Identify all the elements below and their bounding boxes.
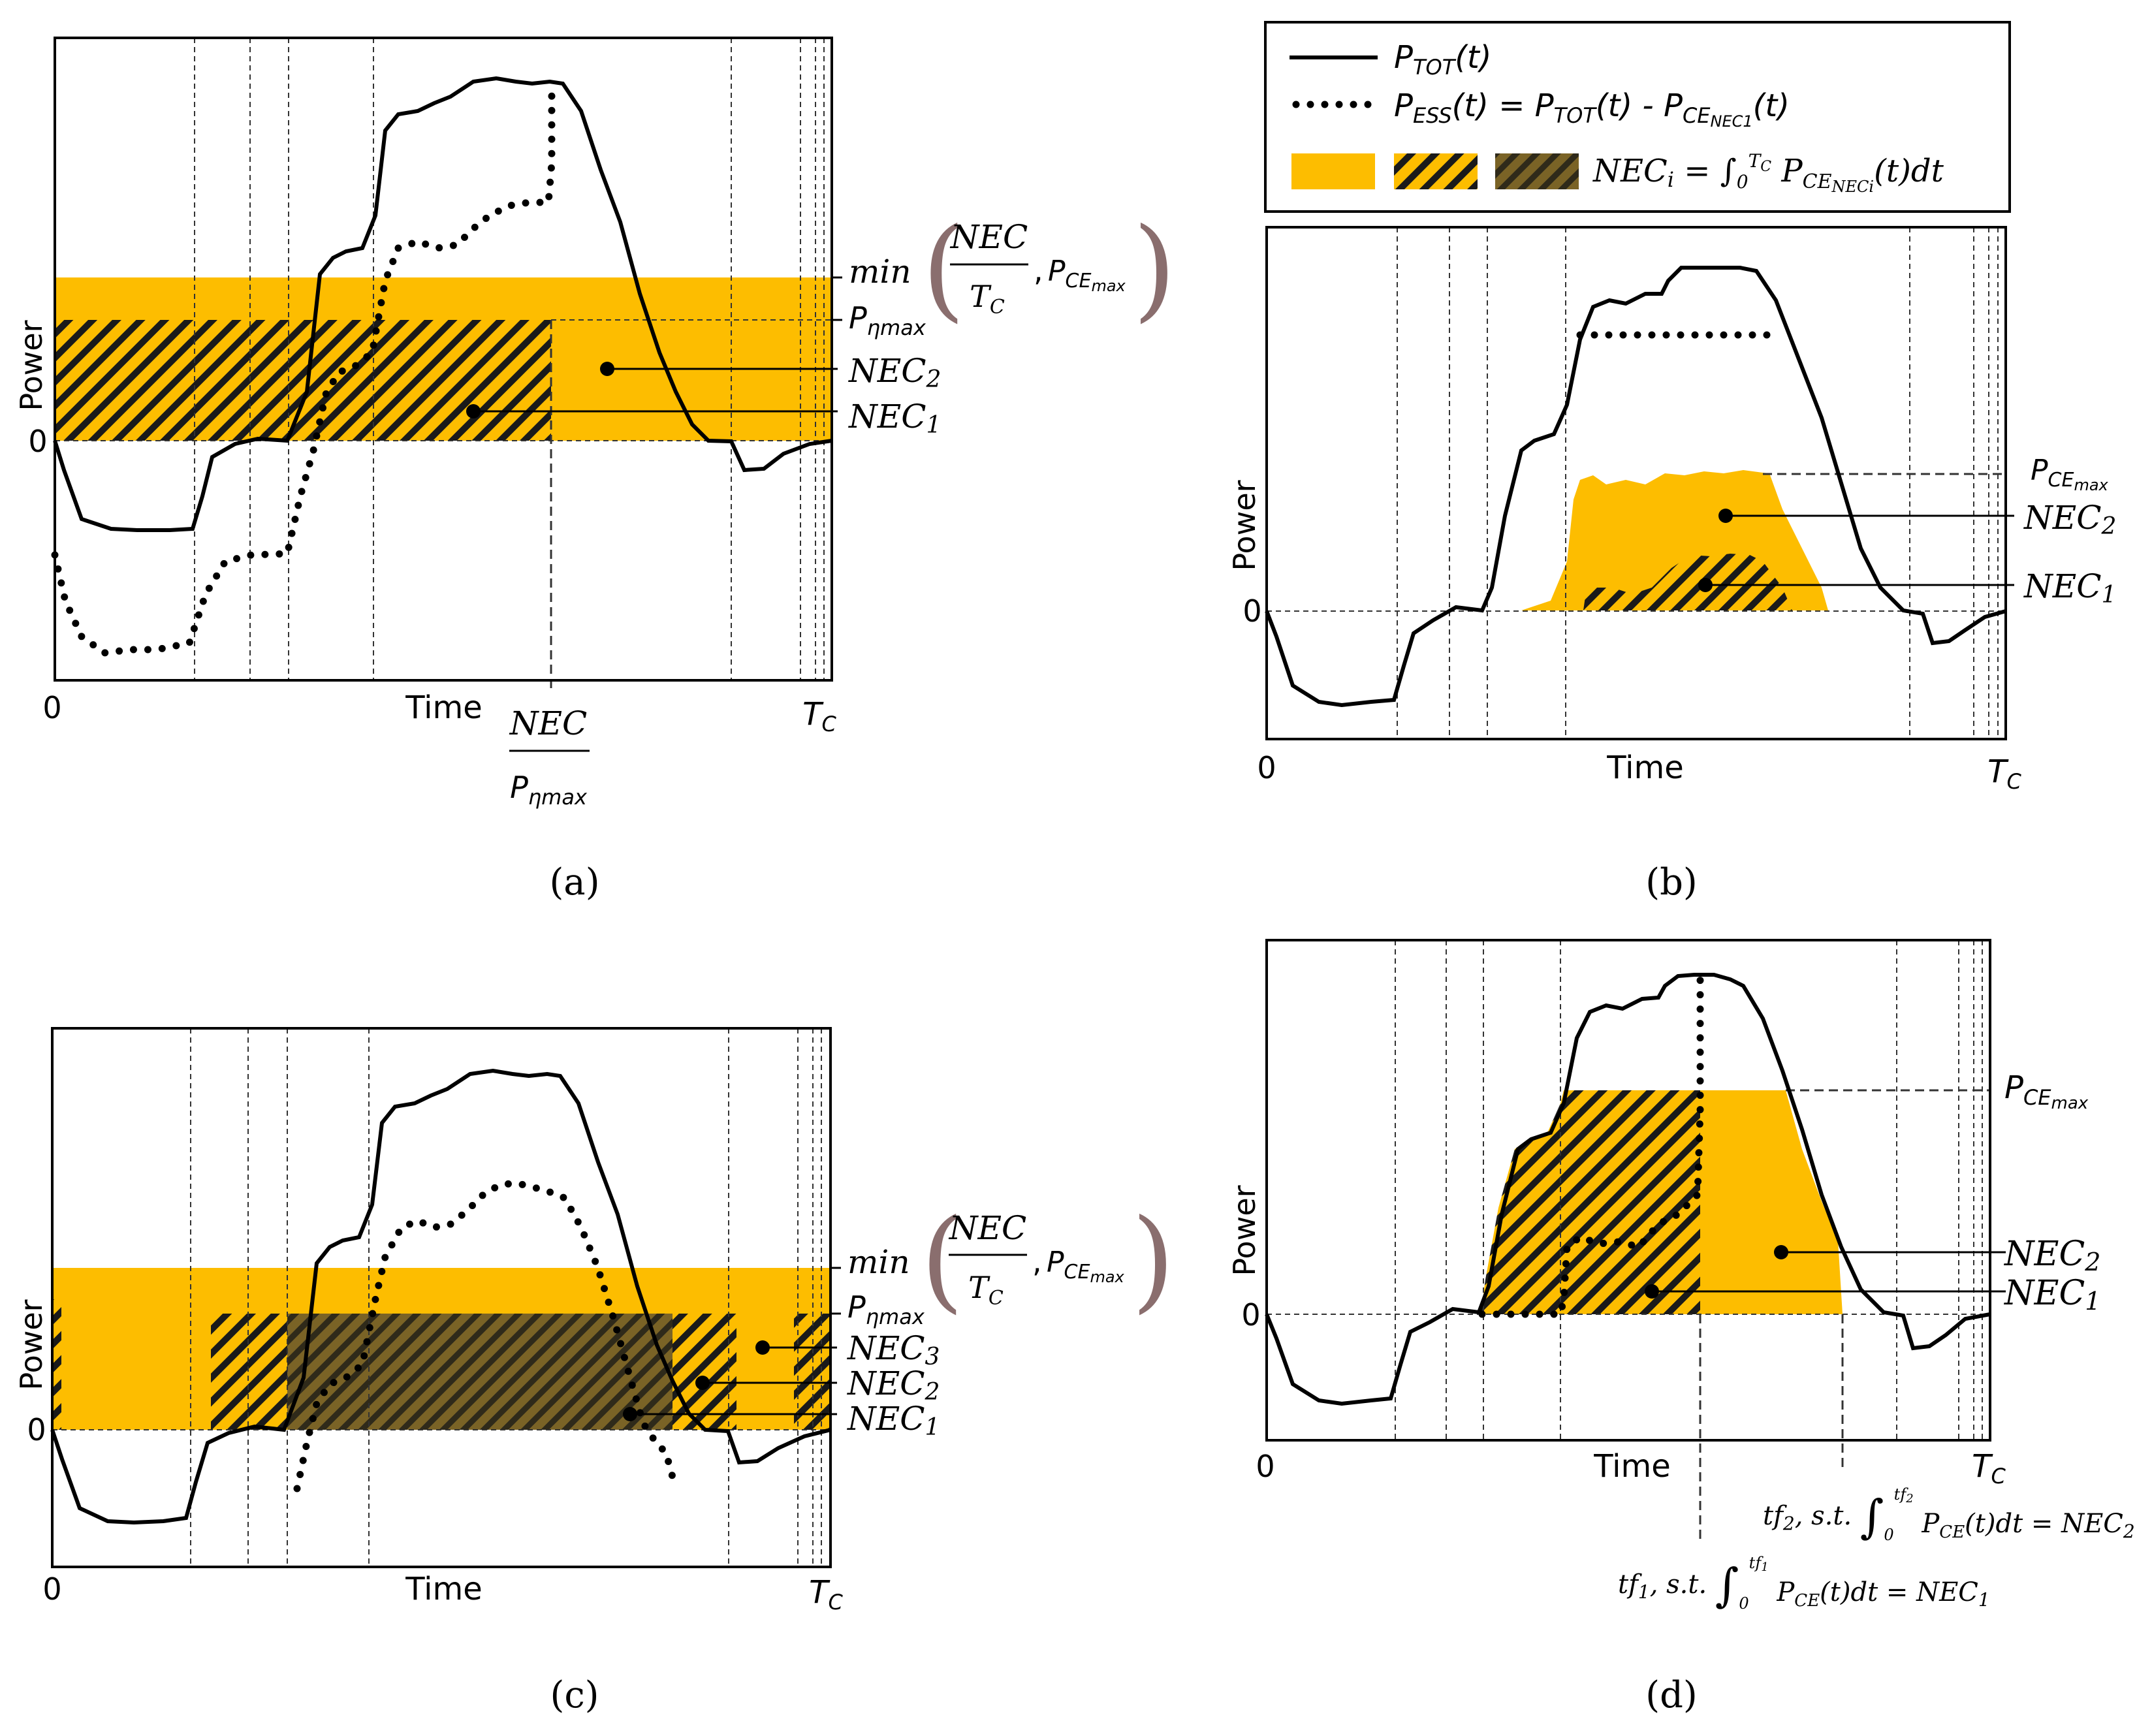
xlabel-b: Time bbox=[1606, 750, 1683, 786]
paren-right-c: ) bbox=[1131, 1195, 1175, 1325]
caption-c: (c) bbox=[550, 1674, 599, 1716]
pcemax-label-b: PCEmax bbox=[2031, 454, 2109, 494]
pess-line-d bbox=[1478, 975, 1704, 1318]
nec2-region-d bbox=[1700, 1090, 1843, 1314]
ptot-line-a bbox=[53, 76, 832, 532]
nec2-label-b: NEC2 bbox=[2023, 499, 2116, 540]
legend-solid-fill bbox=[1291, 153, 1375, 189]
nec1-region-d bbox=[1481, 1090, 1700, 1314]
legend-dense-hatch-fill bbox=[1495, 153, 1579, 189]
gridlines-b bbox=[1267, 227, 2006, 739]
nec2-label-d: NEC2 bbox=[2003, 1235, 2100, 1276]
peta-fraction-den-a: Pηmax bbox=[510, 770, 588, 810]
xlabel-a: Time bbox=[405, 689, 482, 726]
xtick-tc-c: TC bbox=[809, 1574, 843, 1615]
legend-pess-text: PESS(t) = PTOT(t) - PCENEC1(t) bbox=[1394, 87, 1790, 131]
xtick-zero-b: 0 bbox=[1257, 750, 1276, 785]
xtick-nec-over-peta-a: NEC Pηmax bbox=[509, 704, 590, 810]
callouts-a bbox=[466, 276, 842, 418]
nec1-label-c: NEC1 bbox=[847, 1400, 940, 1441]
ylabel-c: Power bbox=[14, 1299, 49, 1390]
min-tc-a: TC bbox=[970, 279, 1005, 319]
ptot-line-b bbox=[1265, 266, 2006, 708]
panel-a: Power 0 0 Time NEC Pηmax TC min ( NEC TC… bbox=[14, 37, 1176, 904]
caption-a: (a) bbox=[549, 861, 599, 904]
pcemax-label-d: PCEmax bbox=[2004, 1069, 2089, 1113]
ytick-zero-d: 0 bbox=[1241, 1297, 1260, 1333]
xtick-tc-b: TC bbox=[1987, 753, 2021, 794]
tf2-condition-d: tf2, s.t. ∫0tf2 PCE(t)dt = NEC2 bbox=[1763, 1485, 2135, 1544]
min-label-c: min bbox=[847, 1243, 910, 1281]
nec1-region-a bbox=[55, 320, 551, 441]
min-label-a: min bbox=[849, 253, 911, 291]
gridlines-d bbox=[1267, 940, 1990, 1544]
ylabel-b: Power bbox=[1227, 480, 1262, 571]
pess-line-c bbox=[293, 1179, 676, 1492]
panel-c: Power 0 0 Time TC min ( NEC TC , PCEmax … bbox=[14, 1027, 1175, 1716]
paren-left-a: ( bbox=[922, 204, 965, 334]
gridlines-c bbox=[52, 1028, 831, 1567]
min-annotation-a: min ( NEC TC , PCEmax ) bbox=[849, 204, 1176, 334]
caption-b: (b) bbox=[1645, 861, 1698, 904]
peta-label-a: Pηmax bbox=[849, 300, 926, 340]
xlabel-c: Time bbox=[405, 1571, 482, 1607]
gridlines-a bbox=[55, 38, 832, 692]
legend-frame-b bbox=[1264, 21, 2011, 213]
min-comma-c: , bbox=[1032, 1244, 1042, 1279]
nec3-label-c: NEC3 bbox=[847, 1329, 940, 1370]
peta-label-c: Pηmax bbox=[847, 1289, 925, 1329]
min-pcemax-a: PCEmax bbox=[1048, 255, 1126, 295]
nec-fraction-num-a: NEC bbox=[509, 704, 588, 742]
ptot-line-d bbox=[1265, 973, 1991, 1406]
axes-frame-d bbox=[1265, 939, 1991, 1442]
pess-line-a bbox=[51, 81, 556, 657]
xlabel-d: Time bbox=[1593, 1448, 1670, 1485]
axes-frame-a bbox=[54, 37, 833, 682]
nec2-label-c: NEC2 bbox=[847, 1365, 940, 1406]
ytick-zero-a: 0 bbox=[28, 424, 47, 459]
callouts-b bbox=[1698, 509, 2014, 592]
nec1-region-c bbox=[287, 1314, 672, 1430]
xtick-zero-c: 0 bbox=[42, 1571, 61, 1607]
panel-b: PTOT(t) PESS(t) = PTOT(t) - PCENEC1(t) N… bbox=[1227, 21, 2116, 904]
caption-d: (d) bbox=[1645, 1674, 1698, 1716]
ytick-zero-b: 0 bbox=[1242, 593, 1261, 629]
min-nec-a: NEC bbox=[950, 218, 1028, 256]
callouts-c bbox=[623, 1267, 841, 1421]
min-comma-a: , bbox=[1034, 253, 1043, 288]
legend-ptot-text: PTOT(t) bbox=[1394, 39, 1492, 80]
axes-frame-c bbox=[51, 1027, 832, 1568]
tf1-condition-d: tf1, s.t. ∫0tf1 PCE(t)dt = NEC1 bbox=[1618, 1554, 1990, 1613]
nec1-label-a: NEC1 bbox=[848, 398, 941, 439]
axes-frame-b bbox=[1265, 226, 2007, 740]
min-nec-c: NEC bbox=[949, 1209, 1027, 1247]
min-tc-c: TC bbox=[968, 1270, 1004, 1310]
min-pcemax-c: PCEmax bbox=[1047, 1246, 1125, 1286]
xtick-zero-a: 0 bbox=[42, 690, 61, 725]
ytick-zero-c: 0 bbox=[27, 1412, 46, 1447]
paren-right-a: ) bbox=[1133, 204, 1176, 334]
xtick-zero-d: 0 bbox=[1256, 1449, 1274, 1484]
nec2-label-a: NEC2 bbox=[848, 352, 941, 393]
nec1-label-d: NEC1 bbox=[2003, 1274, 2100, 1316]
xtick-tc-d: TC bbox=[1972, 1448, 2006, 1489]
ylabel-d: Power bbox=[1227, 1185, 1262, 1276]
legend-hatch-fill bbox=[1394, 153, 1478, 189]
panel-d: Power 0 0 Time TC PCEmax NEC2 NEC1 tf2, … bbox=[1227, 939, 2135, 1716]
nec3-left-hatch-c bbox=[52, 1299, 61, 1430]
legend-b: PTOT(t) PESS(t) = PTOT(t) - PCENEC1(t) N… bbox=[1264, 21, 2011, 213]
paren-left-c: ( bbox=[921, 1195, 964, 1325]
callouts-d bbox=[1645, 1245, 2006, 1299]
nec1-region-b bbox=[1583, 554, 1792, 610]
xtick-tc-a: TC bbox=[802, 696, 836, 736]
ylabel-a: Power bbox=[14, 320, 49, 411]
nec1-label-b: NEC1 bbox=[2023, 567, 2116, 608]
legend-nec-text: NECi = ∫0TC PCENECi(t)dt bbox=[1592, 150, 1944, 196]
